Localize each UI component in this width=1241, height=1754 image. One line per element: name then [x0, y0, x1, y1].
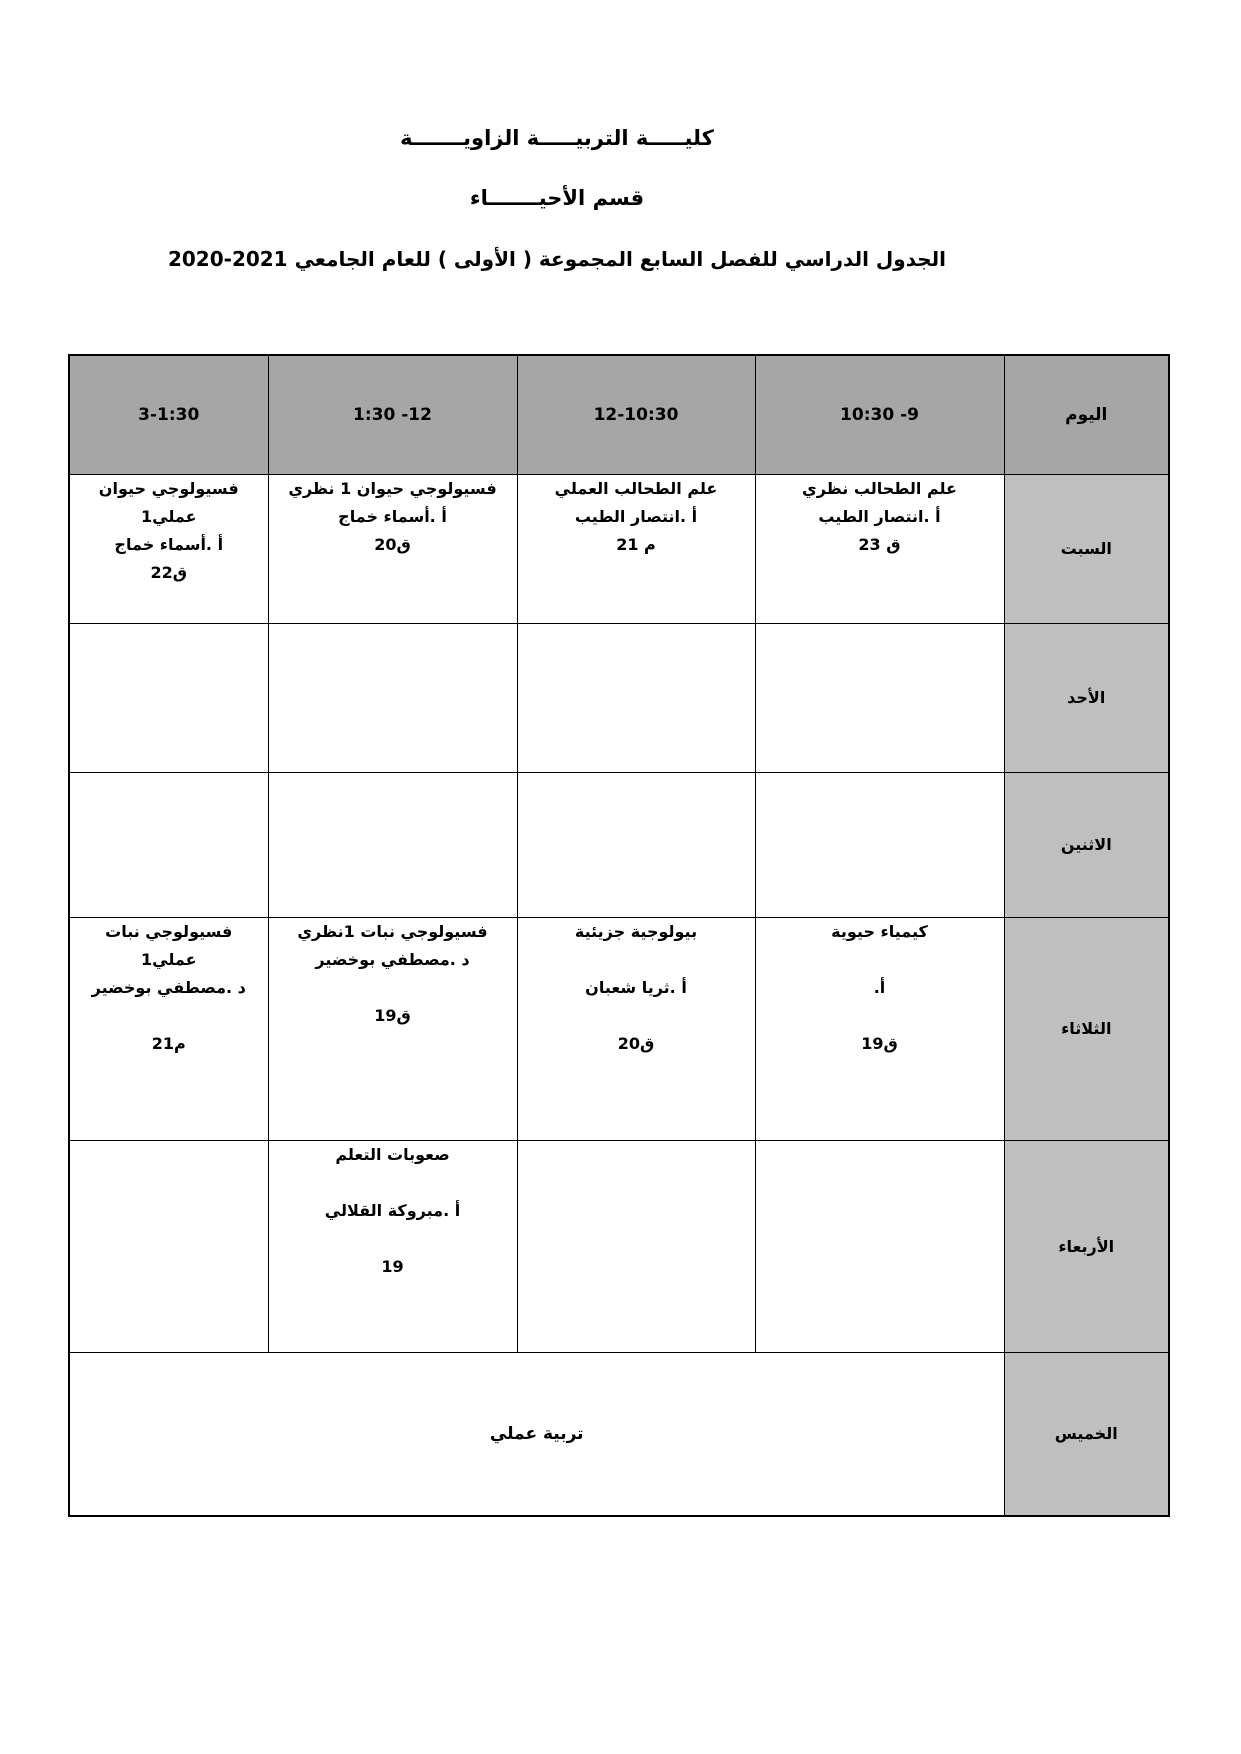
- day-cell-sunday: الأحد: [1003, 622, 1170, 773]
- cell-line: فسيولوجي نبات: [105, 921, 233, 941]
- row-thursday: الخميس تربية عملي: [68, 1351, 1170, 1517]
- cell-line: [70, 1002, 268, 1030]
- schedule-cell-sat-9-1030: علم الطحالب نظري أ .انتصار الطيب ق 23: [754, 473, 1005, 624]
- cell-line: [756, 946, 1004, 974]
- schedule-cell-thu-merged: تربية عملي: [68, 1351, 1005, 1517]
- cell-line: ق 23: [858, 534, 901, 554]
- time-header-1030-12: 12-10:30: [516, 354, 756, 475]
- time-header-label: 3-1:30: [138, 404, 200, 425]
- cell-line: ق20: [374, 534, 411, 554]
- cell-line: فسيولوجي نبات 1نظري: [297, 921, 488, 941]
- schedule-table: اليوم 10:30 -9 12-10:30 1:30 -12 3-1:30 …: [68, 354, 1170, 1517]
- cell-line: [269, 1225, 517, 1253]
- cell-line: كيمياء حيوية: [831, 921, 928, 941]
- day-cell-tuesday: الثلاثاء: [1003, 916, 1170, 1141]
- cell-line: فسيولوجي حيوان 1 نظري: [288, 478, 497, 498]
- time-header-9-1030: 10:30 -9: [754, 354, 1005, 475]
- schedule-cell-tue-9-1030: كيمياء حيوية أ. ق19: [754, 916, 1005, 1141]
- cell-line: [518, 1002, 755, 1030]
- cell-line: أ .انتصار الطيب: [574, 506, 698, 526]
- time-header-label: 10:30 -9: [840, 404, 919, 425]
- cell-line: ق19: [861, 1033, 898, 1053]
- schedule-cell-mon-12-130: [267, 771, 518, 918]
- cell-line: ق19: [374, 1005, 411, 1025]
- cell-line: [518, 946, 755, 974]
- time-header-label: 1:30 -12: [353, 404, 432, 425]
- cell-line: [269, 974, 517, 1002]
- schedule-cell-sun-130-3: [68, 622, 269, 773]
- cell-line: علم الطحالب العملي: [554, 478, 718, 498]
- cell-line: د .مصطفي بوخضير: [315, 949, 470, 969]
- schedule-cell-sat-130-3: فسيولوجي حيوان عملي1 أ .أسماء خماج ق22: [68, 473, 269, 624]
- cell-line: بيولوجية جزيئية: [574, 921, 698, 941]
- cell-line: أ .ثريا شعبان: [585, 977, 687, 997]
- cell-line: 19: [381, 1256, 404, 1276]
- schedule-cell-wed-12-130: صعوبات التعلم أ .مبروكة القلالي 19: [267, 1139, 518, 1353]
- row-tuesday: الثلاثاء كيمياء حيوية أ. ق19 بيولوجية جز…: [68, 916, 1170, 1141]
- cell-line: عملي1: [140, 506, 197, 526]
- schedule-cell-sun-1030-12: [516, 622, 756, 773]
- cell-line: عملي1: [140, 949, 197, 969]
- schedule-cell-wed-130-3: [68, 1139, 269, 1353]
- schedule-cell-sun-9-1030: [754, 622, 1005, 773]
- day-column-header: اليوم: [1003, 354, 1170, 475]
- cell-line: علم الطحالب نظري: [802, 478, 957, 498]
- page-title-college: كليـــــة التربيـــــة الزاويـــــــة: [400, 126, 714, 150]
- row-monday: الاثنين: [68, 771, 1170, 918]
- cell-line: فسيولوجي حيوان: [98, 478, 239, 498]
- cell-line: م21: [151, 1033, 186, 1053]
- header-row: اليوم 10:30 -9 12-10:30 1:30 -12 3-1:30: [68, 354, 1170, 475]
- schedule-cell-tue-1030-12: بيولوجية جزيئية أ .ثريا شعبان ق20: [516, 916, 756, 1141]
- time-header-12-130: 1:30 -12: [267, 354, 518, 475]
- schedule-cell-mon-130-3: [68, 771, 269, 918]
- row-sunday: الأحد: [68, 622, 1170, 773]
- cell-line: صعوبات التعلم: [335, 1144, 450, 1164]
- day-cell-monday: الاثنين: [1003, 771, 1170, 918]
- cell-line: م 21: [616, 534, 656, 554]
- day-cell-thursday: الخميس: [1003, 1351, 1170, 1517]
- schedule-cell-sun-12-130: [267, 622, 518, 773]
- cell-line: [269, 1169, 517, 1197]
- schedule-cell-mon-1030-12: [516, 771, 756, 918]
- day-cell-wednesday: الأربعاء: [1003, 1139, 1170, 1353]
- page-title-department: قسم الأحيـــــــاء: [469, 186, 645, 210]
- day-cell-saturday: السبت: [1003, 473, 1170, 624]
- schedule-cell-mon-9-1030: [754, 771, 1005, 918]
- schedule-cell-sat-1030-12: علم الطحالب العملي أ .انتصار الطيب م 21: [516, 473, 756, 624]
- cell-line: ق20: [617, 1033, 655, 1053]
- cell-line: د .مصطفي بوخضير: [91, 977, 246, 997]
- page-title-schedule: الجدول الدراسي للفصل السابع المجموعة ( ا…: [167, 247, 947, 271]
- schedule-cell-sat-12-130: فسيولوجي حيوان 1 نظري أ .أسماء خماج ق20: [267, 473, 518, 624]
- cell-line: أ .أسماء خماج: [338, 506, 447, 526]
- schedule-cell-tue-12-130: فسيولوجي نبات 1نظري د .مصطفي بوخضير ق19: [267, 916, 518, 1141]
- cell-line: أ .أسماء خماج: [114, 534, 224, 554]
- cell-line: [756, 1002, 1004, 1030]
- cell-line: ق22: [150, 562, 188, 582]
- time-header-label: 12-10:30: [593, 404, 679, 425]
- cell-line: أ.: [873, 977, 886, 997]
- cell-line: أ .انتصار الطيب: [818, 506, 941, 526]
- schedule-cell-wed-1030-12: [516, 1139, 756, 1353]
- cell-line: أ .مبروكة القلالي: [324, 1200, 461, 1220]
- schedule-cell-wed-9-1030: [754, 1139, 1005, 1353]
- row-saturday: السبت علم الطحالب نظري أ .انتصار الطيب ق 2…: [68, 473, 1170, 624]
- time-header-130-3: 3-1:30: [68, 354, 269, 475]
- row-wednesday: الأربعاء صعوبات التعلم أ .مبروكة القلالي…: [68, 1139, 1170, 1353]
- schedule-cell-tue-130-3: فسيولوجي نبات عملي1 د .مصطفي بوخضير م21: [68, 916, 269, 1141]
